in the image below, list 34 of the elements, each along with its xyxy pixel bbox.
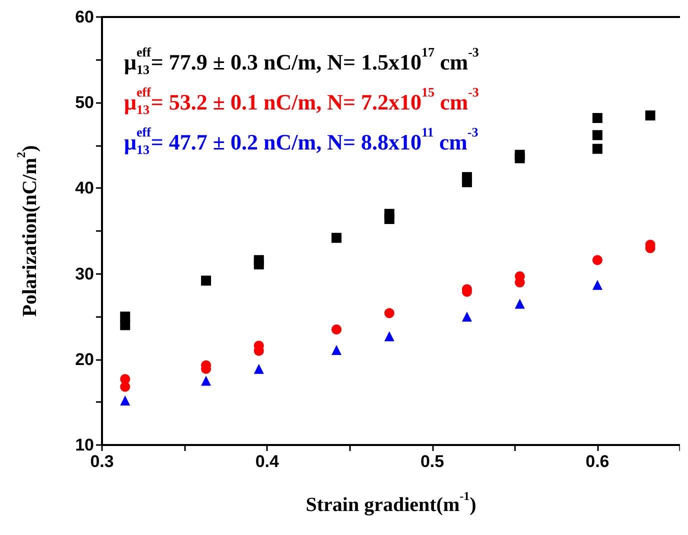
point <box>254 259 264 270</box>
x-tick-label: 0.4 <box>255 452 280 471</box>
point <box>332 344 342 355</box>
point <box>254 364 264 374</box>
x-tick-label: 0.6 <box>586 452 610 471</box>
point <box>384 214 394 224</box>
point <box>120 395 130 406</box>
point <box>462 312 472 322</box>
point <box>332 232 342 243</box>
y-tick-label: 10 <box>75 436 94 454</box>
point <box>201 376 212 386</box>
point <box>201 276 212 286</box>
point <box>384 331 394 342</box>
point <box>592 144 602 154</box>
y-tick-label: 50 <box>75 93 94 112</box>
x-tick-label: 0.5 <box>420 452 444 471</box>
point <box>592 113 602 124</box>
y-tick-label: 30 <box>75 264 94 284</box>
y-axis-title: Polarization(nC/m2) <box>14 145 41 317</box>
point <box>645 110 656 120</box>
point <box>332 324 342 334</box>
y-tick-label: 20 <box>75 350 94 369</box>
point <box>514 153 525 164</box>
point <box>120 382 130 392</box>
point <box>592 280 602 290</box>
point <box>592 255 602 266</box>
point <box>120 320 130 330</box>
y-tick-label: 60 <box>75 8 94 26</box>
point <box>384 308 394 318</box>
y-tick-label: 40 <box>75 178 94 198</box>
x-tick-label: 0.3 <box>90 452 114 471</box>
point <box>592 130 602 140</box>
point <box>462 177 472 188</box>
point <box>514 298 525 309</box>
